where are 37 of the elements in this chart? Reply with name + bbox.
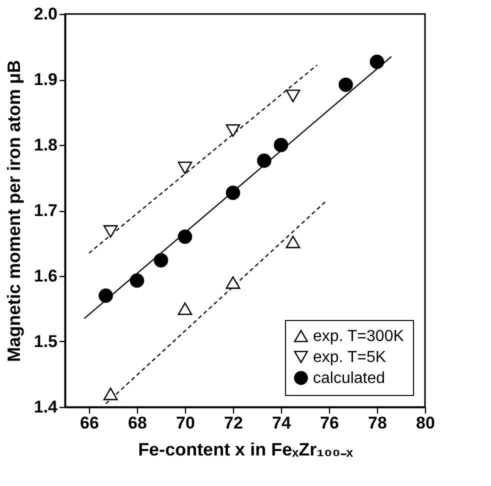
y-axis-title: Magnetic moment per iron atom μB [4,60,24,362]
x-tick-label: 72 [224,414,243,432]
point [154,253,168,268]
x-tick-label: 76 [320,414,339,432]
y-tick-label: 1.5 [34,332,58,351]
x-tick-label: 66 [80,414,99,432]
point [98,288,113,303]
point [286,90,300,102]
x-tick-label: 80 [416,414,435,432]
y-tick-label: 1.8 [34,136,58,154]
point [226,186,240,200]
point [286,236,300,248]
point [370,54,384,69]
legend-label: exp. T=300K [313,328,404,345]
x-axis-title: Fe-content x in FeₓZr₁₀₀₋ₓ [138,440,354,460]
point [178,230,192,244]
point [103,388,118,400]
point [130,273,144,288]
legend-label: exp. T=5K [313,349,386,366]
y-tick-label: 1.6 [34,266,58,286]
x-tick-label: 70 [176,414,195,432]
point [226,124,240,137]
x-tick-label: 74 [272,414,292,432]
point [226,276,240,289]
y-tick-label: 1.4 [34,398,58,416]
y-tick-label: 1.7 [34,201,58,220]
point [178,162,192,174]
point [257,154,272,168]
legend-label: calculated [313,370,386,387]
y-tick-label: 2.0 [34,4,58,24]
x-tick-label: 78 [368,414,387,432]
y-tick-label: 1.9 [34,70,58,89]
point [274,138,288,152]
point [338,78,353,92]
x-tick-label: 68 [128,414,147,432]
point [103,225,118,238]
point [178,302,192,316]
